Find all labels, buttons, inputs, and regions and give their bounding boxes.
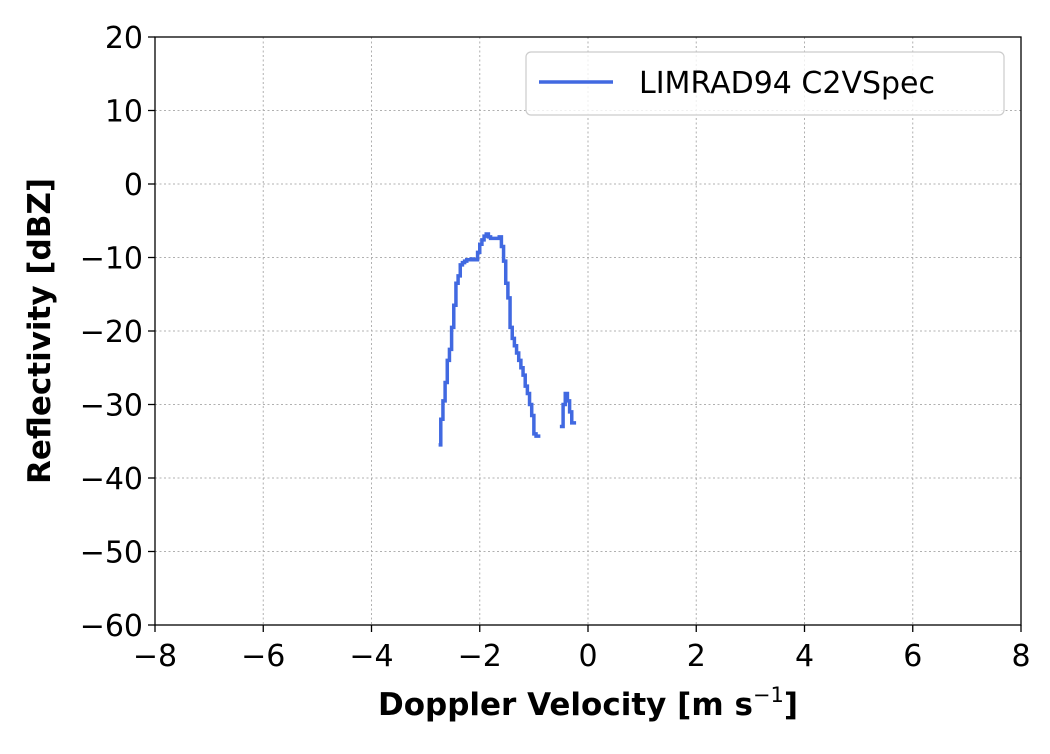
y-tick-label: −60 [80, 609, 143, 644]
y-tick-label: −30 [80, 389, 143, 424]
y-axis-label: Reflectivity [dBZ] [22, 178, 58, 484]
series-line-segment [559, 391, 577, 429]
x-axis-label-suffix: ] [784, 687, 798, 723]
x-axis-label: Doppler Velocity [m s−1] [378, 683, 798, 723]
x-tick-label: −6 [241, 639, 285, 674]
y-axis-ticks: −60 −50 −40 −30 −20 −10 0 10 20 [80, 21, 155, 644]
legend: LIMRAD94 C2VSpec [525, 51, 1005, 116]
x-tick-label: −8 [133, 639, 177, 674]
x-tick-label: 6 [903, 639, 922, 674]
x-axis-ticks: −8 −6 −4 −2 0 2 4 6 8 [133, 625, 1031, 674]
y-tick-label: 0 [124, 168, 143, 203]
y-tick-label: −50 [80, 536, 143, 571]
y-tick-label: −20 [80, 315, 143, 350]
x-axis-label-superscript: −1 [753, 683, 784, 707]
x-axis-label-main: Doppler Velocity [m s [378, 687, 753, 723]
grid [154, 36, 1022, 626]
y-tick-label: −40 [80, 462, 143, 497]
x-tick-label: 8 [1011, 639, 1030, 674]
series-layer [438, 232, 577, 447]
x-tick-label: 2 [687, 639, 706, 674]
x-tick-label: −4 [349, 639, 393, 674]
series-line-segment [438, 232, 541, 447]
y-tick-label: 20 [105, 21, 143, 56]
legend-label-limrad94: LIMRAD94 C2VSpec [639, 66, 935, 101]
legend-box [525, 51, 1005, 116]
x-tick-label: 0 [578, 639, 597, 674]
x-tick-label: −2 [458, 639, 502, 674]
x-tick-label: 4 [795, 639, 814, 674]
y-tick-label: 10 [105, 95, 143, 130]
y-tick-label: −10 [80, 242, 143, 277]
